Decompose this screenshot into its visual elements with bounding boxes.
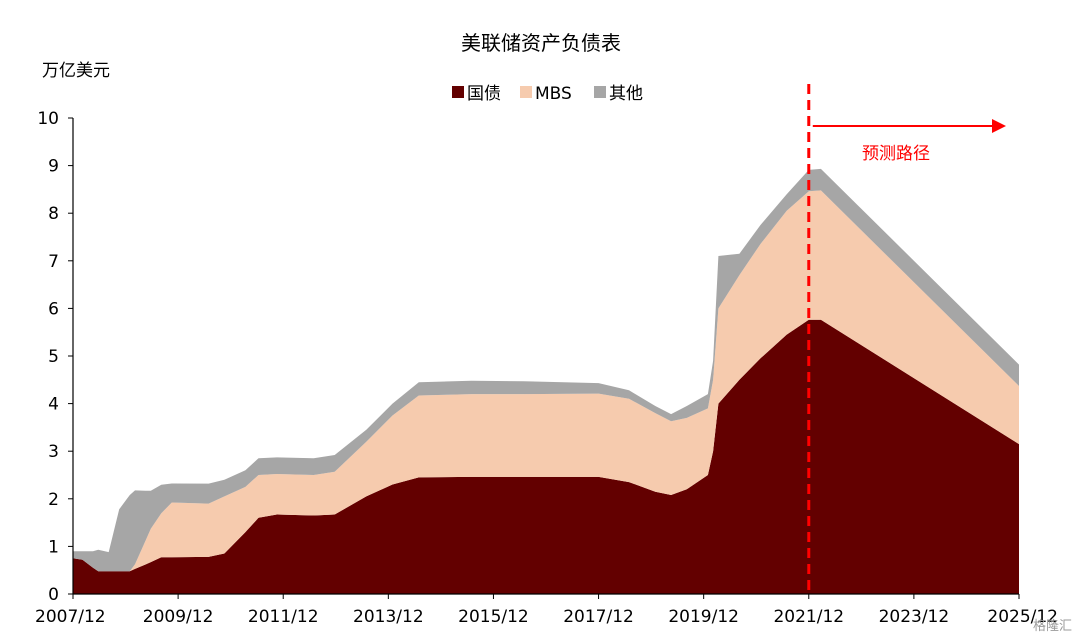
- y-tick-label: 9: [48, 157, 59, 177]
- chart-title: 美联储资产负债表: [461, 31, 621, 55]
- x-tick-label: 2019/12: [668, 607, 739, 627]
- legend-label-treasury: 国债: [467, 84, 501, 104]
- y-tick-label: 2: [48, 490, 59, 510]
- watermark: 格隆汇: [1033, 618, 1072, 634]
- x-tick-label: 2009/12: [143, 607, 214, 627]
- y-tick-label: 1: [48, 537, 59, 557]
- forecast-annotation: 预测路径: [807, 84, 1006, 594]
- legend-swatch-mbs: [520, 86, 532, 98]
- y-tick-label: 5: [48, 347, 59, 367]
- y-tick-label: 4: [48, 395, 59, 415]
- y-tick-label: 6: [48, 299, 59, 319]
- x-tick-label: 2021/12: [773, 607, 844, 627]
- legend: 国债 MBS 其他: [452, 84, 643, 104]
- legend-label-mbs: MBS: [535, 84, 572, 104]
- y-tick-label: 7: [48, 252, 59, 272]
- area-series-treasury: [73, 319, 1019, 594]
- y-tick-label: 10: [37, 109, 59, 129]
- legend-swatch-other: [594, 86, 606, 98]
- x-tick-label: 2023/12: [879, 607, 950, 627]
- axes: 0 1 2 3 4 5 6 7 8 9 10 2007/12 2009/12 2011/12 2013/12…: [35, 109, 1058, 627]
- y-tick-label: 3: [48, 442, 59, 462]
- area-series-mbs: [73, 190, 1019, 572]
- area-series-other: [73, 168, 1019, 572]
- x-tick-label: 2015/12: [458, 607, 529, 627]
- stacked-areas: [73, 168, 1019, 594]
- legend-swatch-treasury: [452, 86, 464, 98]
- legend-label-other: 其他: [609, 84, 643, 104]
- forecast-label: 预测路径: [862, 144, 930, 164]
- x-tick-label: 2013/12: [353, 607, 424, 627]
- x-tick-label: 2017/12: [563, 607, 634, 627]
- y-tick-label: 0: [48, 585, 59, 605]
- x-tick-label: 2025/12: [987, 607, 1058, 627]
- x-tick-label: 2011/12: [248, 607, 319, 627]
- x-tick-label: 2007/12: [35, 607, 106, 627]
- y-tick-label: 8: [48, 204, 59, 224]
- forecast-arrow-head: [992, 119, 1006, 133]
- y-axis-label: 万亿美元: [42, 61, 110, 81]
